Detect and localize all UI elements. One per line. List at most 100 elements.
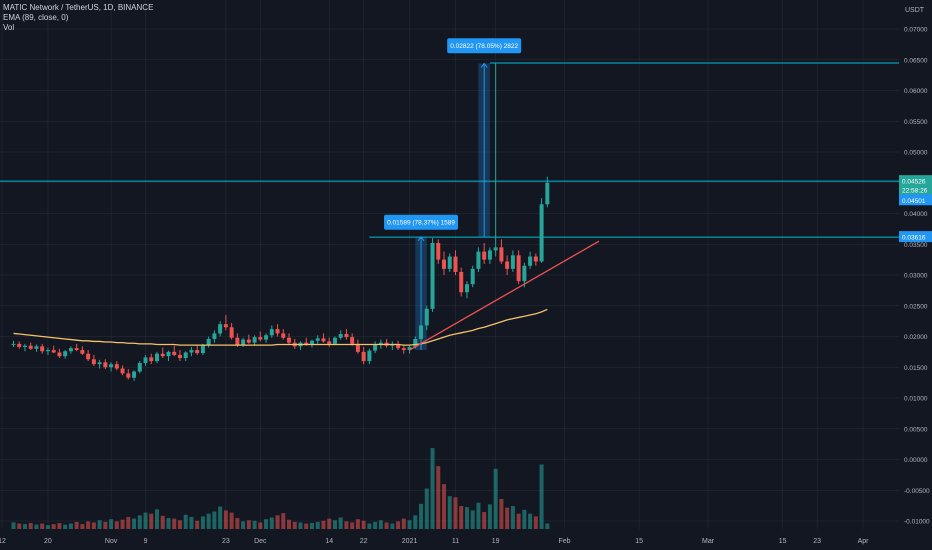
candle-body [419, 325, 424, 339]
volume-bar [269, 517, 274, 529]
ema-legend[interactable]: EMA (89, close, 0) [3, 13, 69, 22]
measure-label-box [447, 38, 522, 54]
candle-body [149, 357, 154, 362]
time-tick-label: Dec [254, 538, 267, 545]
candle-body [114, 364, 119, 369]
candle-body [11, 343, 16, 345]
price-tick-label: 0.00000 [904, 457, 928, 464]
volume-bar [63, 524, 68, 529]
time-axis-panel[interactable] [0, 529, 932, 550]
volume-bar [470, 510, 475, 529]
candle-body [373, 345, 378, 351]
volume-bar [149, 513, 154, 529]
time-tick-label: 20 [44, 538, 52, 545]
candle-body [160, 353, 165, 357]
measure-label: 0.01589 (78.37%) 1589 [387, 220, 455, 227]
volume-bar [264, 519, 269, 529]
volume-bar [321, 520, 326, 529]
price-tick-label: 0.05000 [904, 150, 928, 157]
volume-bar [309, 522, 314, 529]
candle-body [80, 350, 85, 354]
volume-bar [114, 521, 119, 529]
candle-body [51, 350, 56, 353]
volume-bar [177, 520, 182, 529]
candle-body [241, 339, 246, 345]
volume-bar [464, 507, 469, 529]
candle-body [355, 343, 360, 352]
volume-bar [327, 518, 332, 529]
candle-body [120, 368, 125, 374]
volume-bar [120, 519, 125, 529]
price-tick-label: 0.06000 [904, 88, 928, 95]
volume-bar [103, 521, 108, 529]
candle-body [57, 352, 62, 357]
candle-body [332, 337, 337, 344]
price-axis-panel[interactable] [899, 0, 932, 550]
volume-bar [281, 513, 286, 529]
candle-body [172, 351, 177, 355]
volume-bar [252, 520, 257, 529]
measure-arrowhead [480, 62, 488, 68]
volume-bar [143, 512, 148, 529]
candle-body [183, 352, 188, 359]
candles [11, 63, 550, 381]
candle-body [103, 362, 108, 368]
volume-bar [258, 522, 263, 529]
price-tick-label: -0.00500 [904, 488, 930, 495]
volume-bar [17, 523, 22, 529]
volume-bar [80, 524, 85, 529]
candle-body [166, 351, 171, 357]
price-tick-label: 0.03000 [904, 273, 928, 280]
candle-body [459, 271, 464, 293]
volume-bar [384, 522, 389, 529]
volume-bar [304, 523, 309, 529]
volume-bar [459, 506, 464, 529]
candle-body [493, 247, 498, 251]
time-tick-label: Nov [105, 538, 118, 545]
volume-bar [332, 520, 337, 529]
candle-body [528, 256, 533, 266]
volume-bar [109, 519, 114, 529]
volume-bar [275, 515, 280, 529]
volume-bar [516, 513, 521, 529]
volume-bar [241, 521, 246, 529]
volume-bar [505, 507, 510, 529]
time-tick-label: 12 [0, 538, 6, 545]
volume-bar [373, 521, 378, 529]
candle-body [436, 243, 441, 260]
time-tick-label: 22 [360, 538, 368, 545]
time-tick-label: 15 [779, 538, 787, 545]
volume-bar [11, 522, 16, 529]
volume-bar [183, 514, 188, 529]
volume-bar [235, 518, 240, 529]
candle-body [464, 284, 469, 293]
volume-bar [45, 525, 50, 529]
candle-body [246, 339, 251, 343]
time-tick-label: Apr [858, 538, 870, 545]
price-tag-box [899, 231, 932, 243]
symbol-title[interactable]: MATIC Network / TetherUS, 1D, BINANCE [3, 3, 154, 12]
candle-body [505, 261, 510, 269]
candle-body [338, 334, 343, 338]
volume-bar [424, 488, 429, 529]
volume-bar [476, 502, 481, 529]
volume-bar [160, 515, 165, 529]
candle-body [269, 329, 274, 336]
volume-bar [315, 521, 320, 529]
volume-bar [51, 524, 56, 529]
volume-bar [533, 516, 538, 529]
price-tick-label: 0.01000 [904, 396, 928, 403]
volume-bar [22, 524, 27, 529]
volume-bar [246, 520, 251, 529]
time-tick-label: 23 [222, 538, 230, 545]
price-tick-label: 0.06500 [904, 57, 928, 64]
candle-body [407, 346, 412, 351]
price-tags: 0.04526 22:58:26 0.04501 0.03616 [899, 175, 932, 243]
candle-body [200, 345, 205, 354]
candle-body [344, 334, 349, 338]
volume-legend[interactable]: Vol [3, 23, 15, 32]
price-tick-label: 0.03500 [904, 242, 928, 249]
candle-body [177, 354, 182, 359]
candle-body [74, 348, 79, 351]
